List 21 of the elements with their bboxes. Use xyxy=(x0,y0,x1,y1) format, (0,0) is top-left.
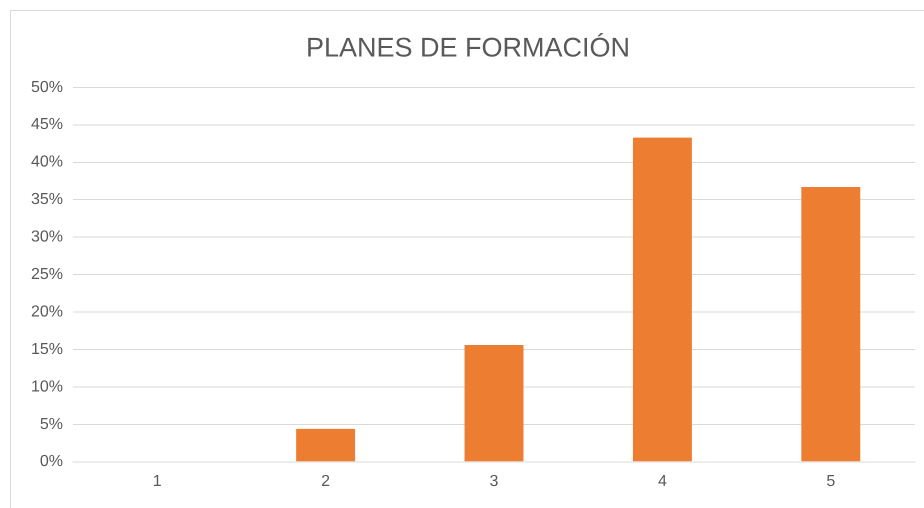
bar xyxy=(296,428,356,462)
y-tick-label: 20% xyxy=(30,303,64,320)
chart-title: PLANES DE FORMACIÓN xyxy=(306,32,630,63)
x-tick-label: 5 xyxy=(826,472,836,490)
y-tick-label: 50% xyxy=(30,78,64,96)
y-tick-label: 5% xyxy=(40,416,64,433)
y-tick-label: 40% xyxy=(30,154,64,171)
x-tick-label: 3 xyxy=(490,472,499,490)
bar xyxy=(464,344,524,462)
y-tick-label: 35% xyxy=(30,191,64,208)
bar xyxy=(801,186,860,462)
y-tick-label: 15% xyxy=(30,340,64,358)
x-tick-label: 2 xyxy=(321,472,330,490)
y-tick-label: 10% xyxy=(30,378,64,396)
x-tick-label: 4 xyxy=(658,472,667,490)
y-tick-label: 45% xyxy=(30,116,64,134)
y-tick-label: 0% xyxy=(40,453,64,470)
x-tick-label: 1 xyxy=(152,472,162,490)
bar xyxy=(632,138,692,462)
y-tick-label: 25% xyxy=(30,266,64,284)
y-tick-label: 30% xyxy=(30,228,64,246)
